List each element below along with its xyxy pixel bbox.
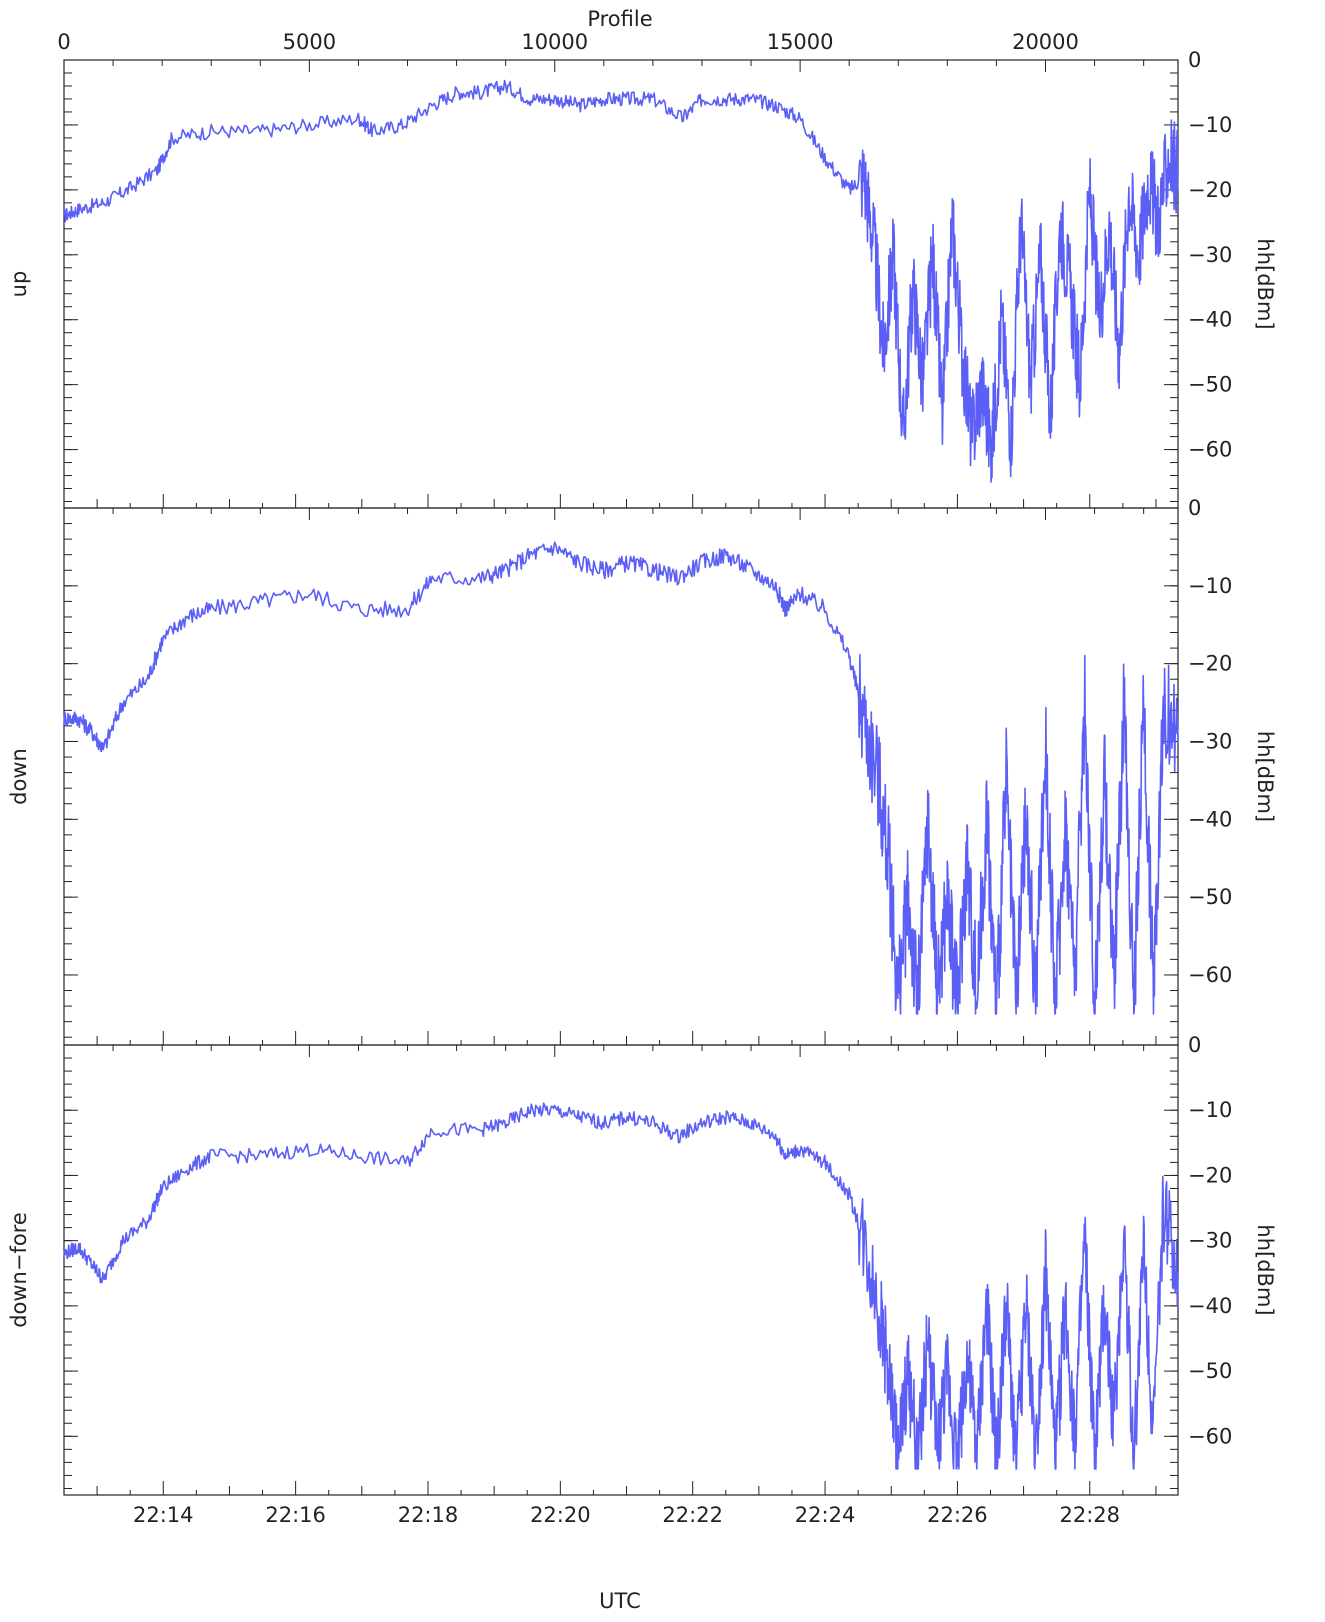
- y-tick-label: −50: [1188, 885, 1232, 909]
- y-tick-label: −20: [1188, 178, 1232, 202]
- x-tick-label: 22:28: [1059, 1503, 1120, 1527]
- panel-label: up: [7, 271, 31, 298]
- x-tick-label: 22:22: [662, 1503, 723, 1527]
- y-tick-label: −50: [1188, 373, 1232, 397]
- panel-label: down: [7, 748, 31, 805]
- y-tick-label: −30: [1188, 1229, 1232, 1253]
- x-tick-label: 22:20: [530, 1503, 591, 1527]
- panel-label: down−fore: [7, 1212, 31, 1328]
- series-line-down: [63, 541, 1179, 1015]
- top-tick-label: 5000: [283, 30, 336, 54]
- x-axis-title: UTC: [599, 1589, 641, 1613]
- series-line-down-fore: [63, 1102, 1179, 1470]
- y-tick-label: −20: [1188, 652, 1232, 676]
- y-axis-right-title: hh[dBm]: [1253, 1224, 1277, 1315]
- top-tick-label: 10000: [521, 30, 588, 54]
- panel-down-fore: 0 −10 −20 −30 −40 −50 −60 hh[dBm] down−fore: [7, 1033, 1277, 1496]
- y-tick-label: −10: [1188, 113, 1232, 137]
- y-axis-right-title: hh[dBm]: [1253, 731, 1277, 822]
- y-tick-label: −60: [1188, 1424, 1232, 1448]
- y-tick-label: −50: [1188, 1359, 1232, 1383]
- y-tick-label: −40: [1188, 308, 1232, 332]
- x-tick-label: 22:14: [133, 1503, 194, 1527]
- y-tick-label: 0: [1188, 496, 1201, 520]
- top-tick-label: 0: [57, 30, 70, 54]
- y-tick-label: −10: [1188, 1098, 1232, 1122]
- y-tick-label: −40: [1188, 807, 1232, 831]
- y-tick-label: −60: [1188, 438, 1232, 462]
- panels-layer: 0 −10 −20 −30 −40 −50 −60 hh[dBm] up 0 −10 −20 −30 −4…: [7, 30, 1277, 1527]
- y-tick-label: −10: [1188, 574, 1232, 598]
- y-tick-label: 0: [1188, 48, 1201, 72]
- top-tick-label: 20000: [1012, 30, 1079, 54]
- y-tick-label: −30: [1188, 729, 1232, 753]
- y-axis-right-title: hh[dBm]: [1253, 238, 1277, 329]
- top-axis-title: Profile: [587, 7, 652, 31]
- y-tick-label: −40: [1188, 1294, 1232, 1318]
- x-tick-label: 22:24: [795, 1503, 856, 1527]
- panel-frame: [63, 1044, 1179, 1496]
- y-tick-label: −60: [1188, 963, 1232, 987]
- series-line-up: [63, 79, 1179, 483]
- x-tick-label: 22:18: [398, 1503, 459, 1527]
- y-tick-label: 0: [1188, 1033, 1201, 1057]
- panel-up: 0 −10 −20 −30 −40 −50 −60 hh[dBm] up: [7, 48, 1277, 509]
- y-tick-label: −30: [1188, 243, 1232, 267]
- y-tick-label: −20: [1188, 1163, 1232, 1187]
- top-tick-label: 15000: [767, 30, 834, 54]
- x-tick-label: 22:16: [265, 1503, 326, 1527]
- x-tick-label: 22:26: [927, 1503, 988, 1527]
- panel-down: 0 −10 −20 −30 −40 −50 −60 hh[dBm] down: [7, 496, 1277, 1046]
